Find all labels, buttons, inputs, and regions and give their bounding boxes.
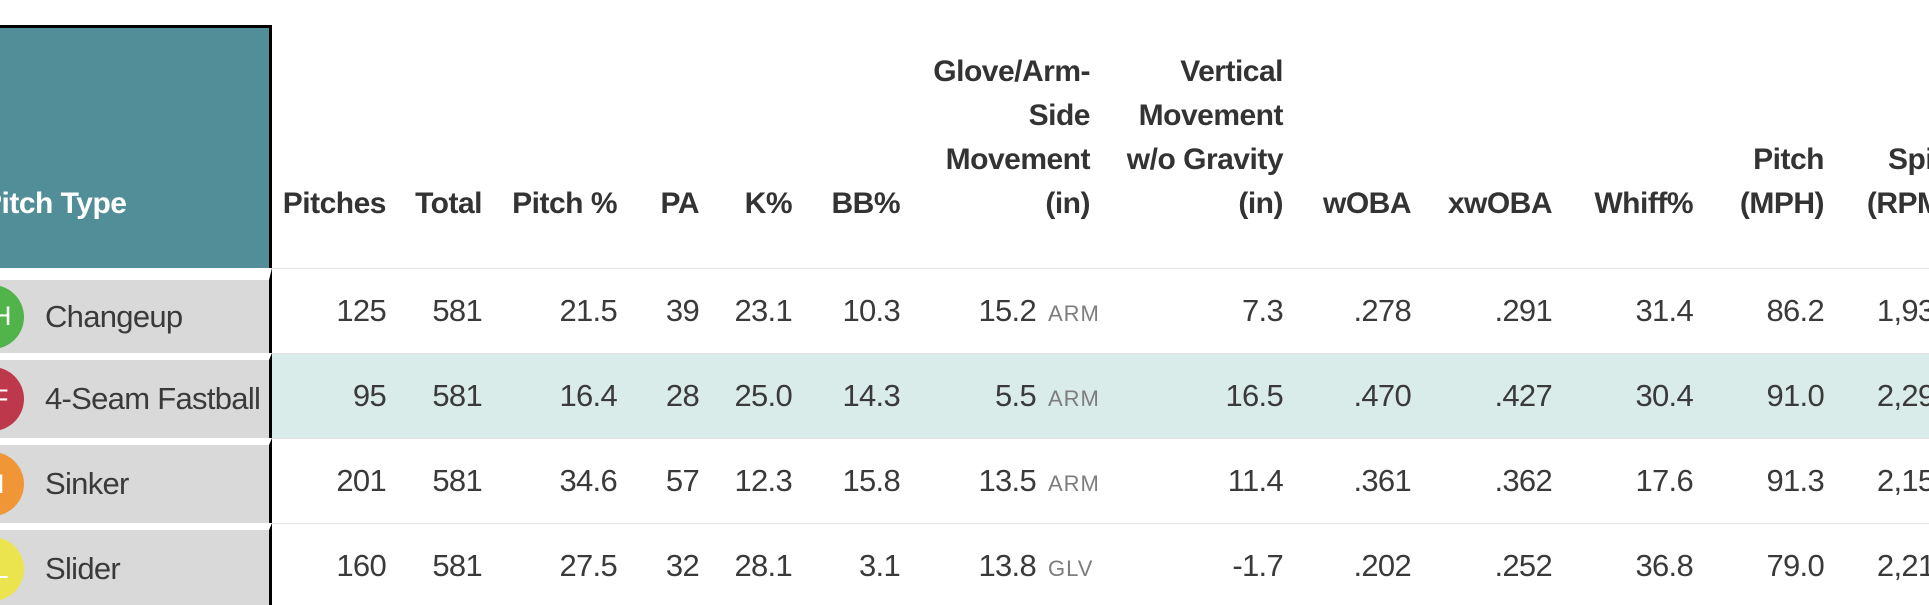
cell-spin-rpm: 2,291 [1838, 353, 1929, 438]
column-header-spin-rpm[interactable]: Spin (RPM) [1866, 143, 1929, 220]
cell-total: 581 [400, 268, 496, 353]
movement-direction-tag: ARM [1048, 386, 1100, 411]
movement-direction-tag: ARM [1048, 301, 1100, 326]
cell-woba: .470 [1297, 353, 1425, 438]
cell-pitch-pct: 34.6 [496, 438, 631, 523]
column-header-woba[interactable]: wOBA [1323, 187, 1412, 220]
cell-pitch-pct: 27.5 [496, 523, 631, 605]
cell-total: 581 [400, 523, 496, 605]
column-header-pitches[interactable]: Pitches [282, 187, 387, 220]
cell-total: 581 [400, 353, 496, 438]
cell-pitch-mph: 86.2 [1707, 268, 1838, 353]
cell-k-pct: 25.0 [713, 353, 806, 438]
cell-pa: 39 [631, 268, 713, 353]
cell-pitch-mph: 91.0 [1707, 353, 1838, 438]
pitch-code: SL [0, 553, 10, 584]
pitch-type-cell: SI Sinker [0, 438, 272, 523]
pitch-type-badge: CH [0, 284, 24, 349]
pitch-row-slider: SL Slider 160 581 27.5 32 28.1 3.1 13.8 G… [0, 523, 1929, 605]
cell-vertical-movement: 7.3 [1104, 268, 1297, 353]
column-header-total[interactable]: Total [415, 187, 482, 220]
pitch-type-cell: FF 4-Seam Fastball [0, 353, 272, 438]
cell-whiff-pct: 17.6 [1566, 438, 1707, 523]
cell-spin-rpm: 2,210 [1838, 523, 1929, 605]
pitch-name: 4-Seam Fastball [45, 381, 261, 416]
pitch-type-cell: SL Slider [0, 523, 272, 605]
column-header-vertical-movement[interactable]: Vertical Movement w/o Gravity (in) [1126, 55, 1284, 220]
cell-vertical-movement: 16.5 [1104, 353, 1297, 438]
pitch-code: FF [0, 383, 10, 414]
column-header-glove-arm-side-movement[interactable]: Glove/Arm- Side Movement (in) [933, 55, 1090, 220]
movement-value: 13.5 [978, 463, 1036, 498]
pitch-row-sinker: SI Sinker 201 581 34.6 57 12.3 15.8 13.5… [0, 438, 1929, 523]
cell-total: 581 [400, 438, 496, 523]
cell-pitches: 201 [272, 438, 400, 523]
pitch-row-4-seam-fastball: FF 4-Seam Fastball 95 581 16.4 28 25.0 1… [0, 353, 1929, 438]
movement-value: 13.8 [978, 548, 1036, 583]
cell-glove-arm-movement: 13.5 ARM [914, 438, 1104, 523]
cell-glove-arm-movement: 15.2 ARM [914, 268, 1104, 353]
column-header-pitch-pct[interactable]: Pitch % [512, 187, 617, 220]
pitch-arsenal-table: Pitch Type Pitches Total Pitch % PA K% B… [0, 25, 1929, 605]
cell-spin-rpm: 2,157 [1838, 438, 1929, 523]
pitch-name: Slider [45, 551, 121, 586]
cell-woba: .278 [1297, 268, 1425, 353]
cell-whiff-pct: 31.4 [1566, 268, 1707, 353]
pitch-code: CH [0, 301, 13, 331]
cell-k-pct: 12.3 [713, 438, 806, 523]
movement-value: 5.5 [995, 378, 1037, 413]
movement-value: 15.2 [978, 293, 1036, 328]
cell-pa: 32 [631, 523, 713, 605]
pitch-type-header-label: Pitch Type [0, 187, 127, 220]
cell-woba: .202 [1297, 523, 1425, 605]
cell-bb-pct: 10.3 [806, 268, 914, 353]
cell-pitches: 125 [272, 268, 400, 353]
column-header-bb-pct[interactable]: BB% [831, 187, 900, 220]
cell-vertical-movement: -1.7 [1104, 523, 1297, 605]
cell-pitch-pct: 21.5 [496, 268, 631, 353]
cell-spin-rpm: 1,938 [1838, 268, 1929, 353]
movement-direction-tag: GLV [1048, 556, 1094, 581]
cell-glove-arm-movement: 13.8 GLV [914, 523, 1104, 605]
cell-pitches: 160 [272, 523, 400, 605]
movement-direction-tag: ARM [1048, 471, 1100, 496]
cell-bb-pct: 14.3 [806, 353, 914, 438]
cell-whiff-pct: 36.8 [1566, 523, 1707, 605]
cell-woba: .361 [1297, 438, 1425, 523]
table-header-row: Pitch Type Pitches Total Pitch % PA K% B… [0, 25, 1929, 268]
column-header-xwoba[interactable]: xwOBA [1447, 187, 1553, 220]
pitch-type-badge: FF [0, 367, 24, 431]
cell-xwoba: .291 [1425, 268, 1566, 353]
pitch-code: SI [0, 468, 6, 499]
pitch-type-badge: SL [0, 537, 24, 601]
column-header-k-pct[interactable]: K% [744, 187, 793, 220]
cell-pitches: 95 [272, 353, 400, 438]
cell-xwoba: .427 [1425, 353, 1566, 438]
cell-glove-arm-movement: 5.5 ARM [914, 353, 1104, 438]
cell-xwoba: .252 [1425, 523, 1566, 605]
cell-k-pct: 28.1 [713, 523, 806, 605]
cell-pitch-pct: 16.4 [496, 353, 631, 438]
cell-whiff-pct: 30.4 [1566, 353, 1707, 438]
pitch-type-badge: SI [0, 452, 24, 516]
cell-pa: 57 [631, 438, 713, 523]
pitch-name: Sinker [45, 466, 129, 501]
cell-bb-pct: 3.1 [806, 523, 914, 605]
column-header-pa[interactable]: PA [660, 187, 700, 220]
cell-bb-pct: 15.8 [806, 438, 914, 523]
pitch-name: Changeup [45, 298, 183, 334]
column-header-pitch-mph[interactable]: Pitch (MPH) [1739, 143, 1825, 220]
cell-xwoba: .362 [1425, 438, 1566, 523]
column-header-whiff-pct[interactable]: Whiff% [1594, 187, 1693, 220]
pitch-type-cell: CH Changeup [0, 268, 272, 353]
cell-k-pct: 23.1 [713, 268, 806, 353]
cell-vertical-movement: 11.4 [1104, 438, 1297, 523]
cell-pitch-mph: 91.3 [1707, 438, 1838, 523]
pitch-row-changeup: CH Changeup 125 581 21.5 39 23.1 10.3 15… [0, 268, 1929, 353]
cell-pa: 28 [631, 353, 713, 438]
cell-pitch-mph: 79.0 [1707, 523, 1838, 605]
column-header-pitch-type[interactable]: Pitch Type [0, 25, 272, 268]
